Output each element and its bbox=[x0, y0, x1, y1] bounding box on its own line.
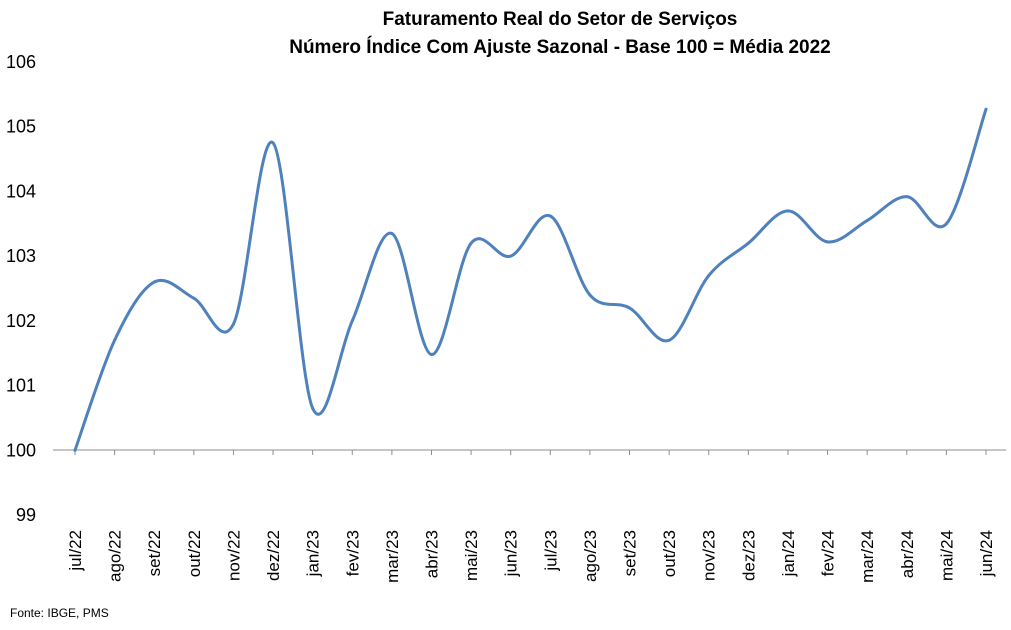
x-tick-label: mai/23 bbox=[462, 530, 481, 581]
x-tick-label: mar/24 bbox=[858, 530, 877, 583]
data-point bbox=[667, 338, 671, 342]
data-points bbox=[73, 107, 988, 452]
x-tick-label: fev/23 bbox=[343, 530, 362, 576]
x-tick-label: nov/23 bbox=[700, 530, 719, 581]
y-axis-ticks: 99 100 101 102 103 104 105 106 bbox=[6, 52, 36, 525]
data-point bbox=[588, 293, 592, 297]
x-tick-label: mai/24 bbox=[937, 530, 956, 581]
chart-title: Faturamento Real do Setor de Serviços bbox=[383, 9, 738, 30]
x-tick-label: set/22 bbox=[145, 530, 164, 576]
x-tick-label: set/23 bbox=[621, 530, 640, 576]
data-point bbox=[746, 241, 750, 245]
x-tick-label: mar/23 bbox=[383, 530, 402, 583]
x-tick-label: jan/24 bbox=[779, 530, 798, 577]
y-tick-label: 105 bbox=[6, 117, 36, 137]
x-tick-label: dez/23 bbox=[739, 530, 758, 581]
x-tick-label: fev/24 bbox=[819, 530, 838, 576]
data-point bbox=[826, 240, 830, 244]
y-tick-label: 100 bbox=[6, 440, 36, 460]
x-tick-label: jan/23 bbox=[304, 530, 323, 577]
x-tick-label: ago/23 bbox=[581, 530, 600, 582]
x-axis-ticks: jul/22 ago/22 set/22 out/22 nov/22 dez/22 jan/… bbox=[66, 450, 996, 583]
x-tick-label: jul/23 bbox=[541, 530, 560, 572]
y-tick-label: 102 bbox=[6, 311, 36, 331]
y-tick-label: 99 bbox=[16, 505, 36, 525]
data-point bbox=[865, 219, 869, 223]
series-line bbox=[73, 107, 988, 452]
data-point bbox=[984, 107, 988, 111]
data-point bbox=[944, 222, 948, 226]
chart-subtitle: Número Índice Com Ajuste Sazonal - Base … bbox=[289, 36, 831, 58]
data-point bbox=[350, 319, 354, 323]
data-point bbox=[548, 214, 552, 218]
x-tick-label: nov/22 bbox=[224, 530, 243, 581]
data-point bbox=[192, 296, 196, 300]
data-point bbox=[73, 448, 77, 452]
source-note: Fonte: IBGE, PMS bbox=[10, 606, 109, 620]
data-point bbox=[271, 141, 275, 145]
data-point bbox=[905, 195, 909, 199]
data-point bbox=[390, 231, 394, 235]
x-tick-label: ago/22 bbox=[106, 530, 125, 582]
x-tick-label: jun/23 bbox=[502, 530, 521, 577]
y-tick-label: 103 bbox=[6, 246, 36, 266]
data-point bbox=[707, 274, 711, 278]
data-point bbox=[311, 406, 315, 410]
data-point bbox=[469, 241, 473, 245]
data-point bbox=[509, 254, 513, 258]
data-point bbox=[231, 322, 235, 326]
x-tick-label: jul/22 bbox=[66, 530, 85, 572]
x-tick-label: jun/24 bbox=[977, 530, 996, 577]
x-tick-label: abr/24 bbox=[898, 530, 917, 578]
y-tick-label: 101 bbox=[6, 376, 36, 396]
y-tick-label: 104 bbox=[6, 181, 36, 201]
data-point bbox=[113, 338, 117, 342]
data-point bbox=[429, 353, 433, 357]
data-point bbox=[786, 209, 790, 213]
y-tick-label: 106 bbox=[6, 52, 36, 72]
x-tick-label: dez/22 bbox=[264, 530, 283, 581]
x-tick-label: out/22 bbox=[185, 530, 204, 577]
data-point bbox=[628, 306, 632, 310]
data-point bbox=[152, 280, 156, 284]
x-tick-label: out/23 bbox=[660, 530, 679, 577]
x-tick-label: abr/23 bbox=[422, 530, 441, 578]
